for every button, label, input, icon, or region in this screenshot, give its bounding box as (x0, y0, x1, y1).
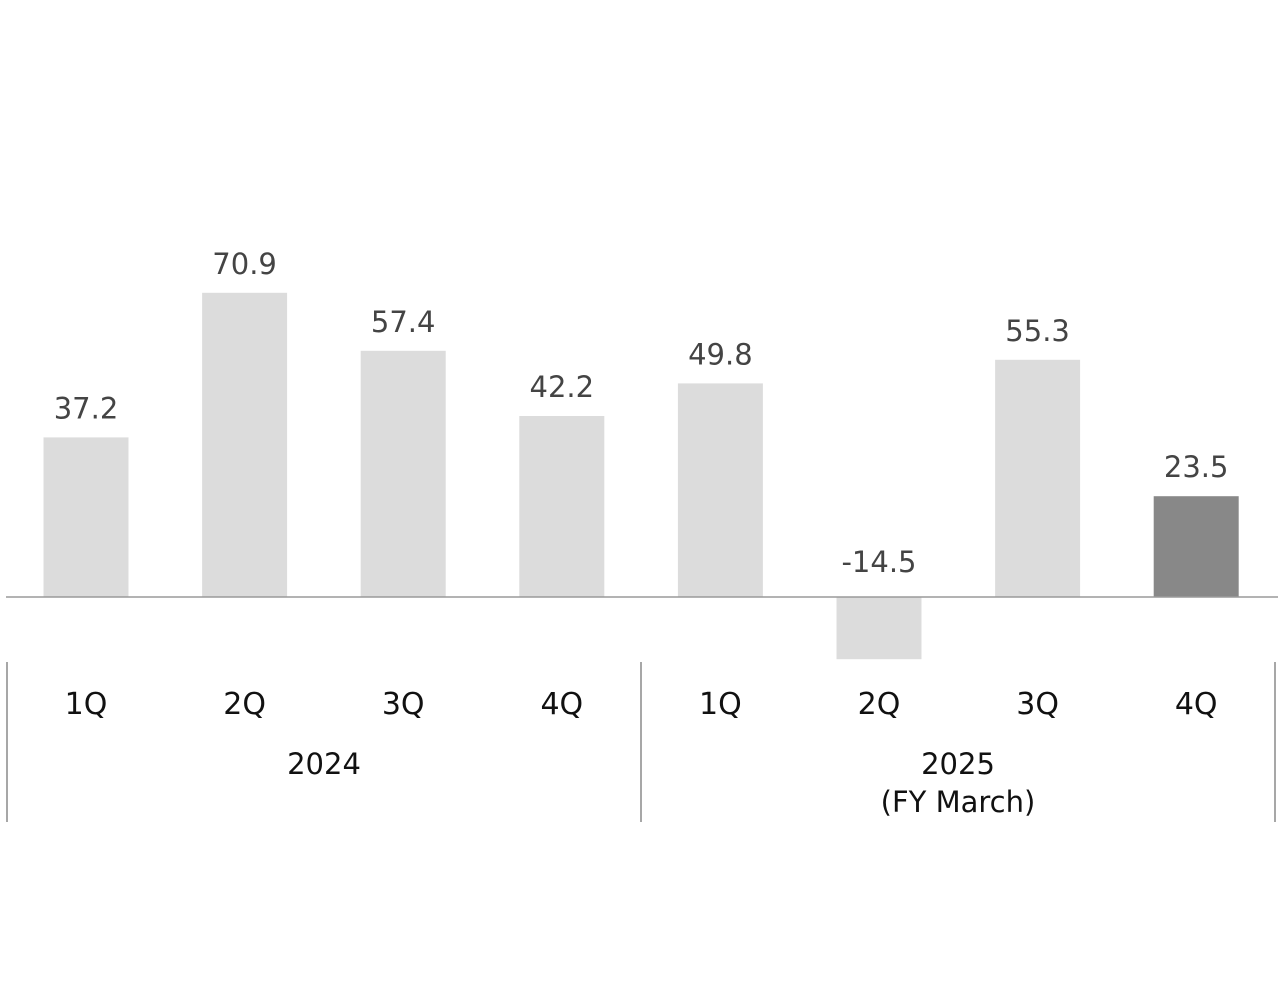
bar-2024-3q (360, 350, 446, 597)
value-label-2024-3q: 57.4 (371, 305, 436, 339)
bar-2025-2q (836, 597, 922, 660)
value-label-2025-1q: 49.8 (688, 337, 753, 371)
group-label-2024: 2024 (287, 747, 361, 781)
bar-2024-2q (202, 292, 288, 597)
category-label-2025-4q: 4Q (1175, 687, 1218, 722)
value-label-2024-2q: 70.9 (212, 247, 277, 281)
group-sublabel-2025: (FY March) (881, 785, 1036, 819)
value-label-2024-1q: 37.2 (54, 391, 119, 425)
value-label-2025-2q: -14.5 (841, 545, 916, 579)
category-label-2025-2q: 2Q (858, 687, 901, 722)
category-label-2025-3q: 3Q (1016, 687, 1059, 722)
value-labels-layer: 37.2 70.9 57.4 42.2 49.8 -14.5 55.3 23.5 (54, 247, 1229, 579)
category-axis (6, 662, 1276, 822)
category-label-2024-3q: 3Q (382, 687, 425, 722)
bars-layer (43, 292, 1239, 660)
category-label-2025-1q: 1Q (699, 687, 742, 722)
category-label-2024-1q: 1Q (65, 687, 108, 722)
category-labels-layer: 1Q 2Q 3Q 4Q 1Q 2Q 3Q 4Q (65, 687, 1218, 722)
value-label-2025-4q: 23.5 (1164, 450, 1229, 484)
bar-2025-1q (677, 383, 763, 597)
bar-2024-1q (43, 437, 129, 597)
value-label-2024-4q: 42.2 (530, 370, 595, 404)
bar-2024-4q (519, 416, 605, 597)
category-label-2024-4q: 4Q (540, 687, 583, 722)
group-label-2025: 2025 (921, 747, 995, 781)
category-label-2024-2q: 2Q (223, 687, 266, 722)
bar-2025-3q (995, 359, 1081, 597)
value-label-2025-3q: 55.3 (1005, 314, 1070, 348)
bar-2025-4q (1153, 496, 1239, 597)
